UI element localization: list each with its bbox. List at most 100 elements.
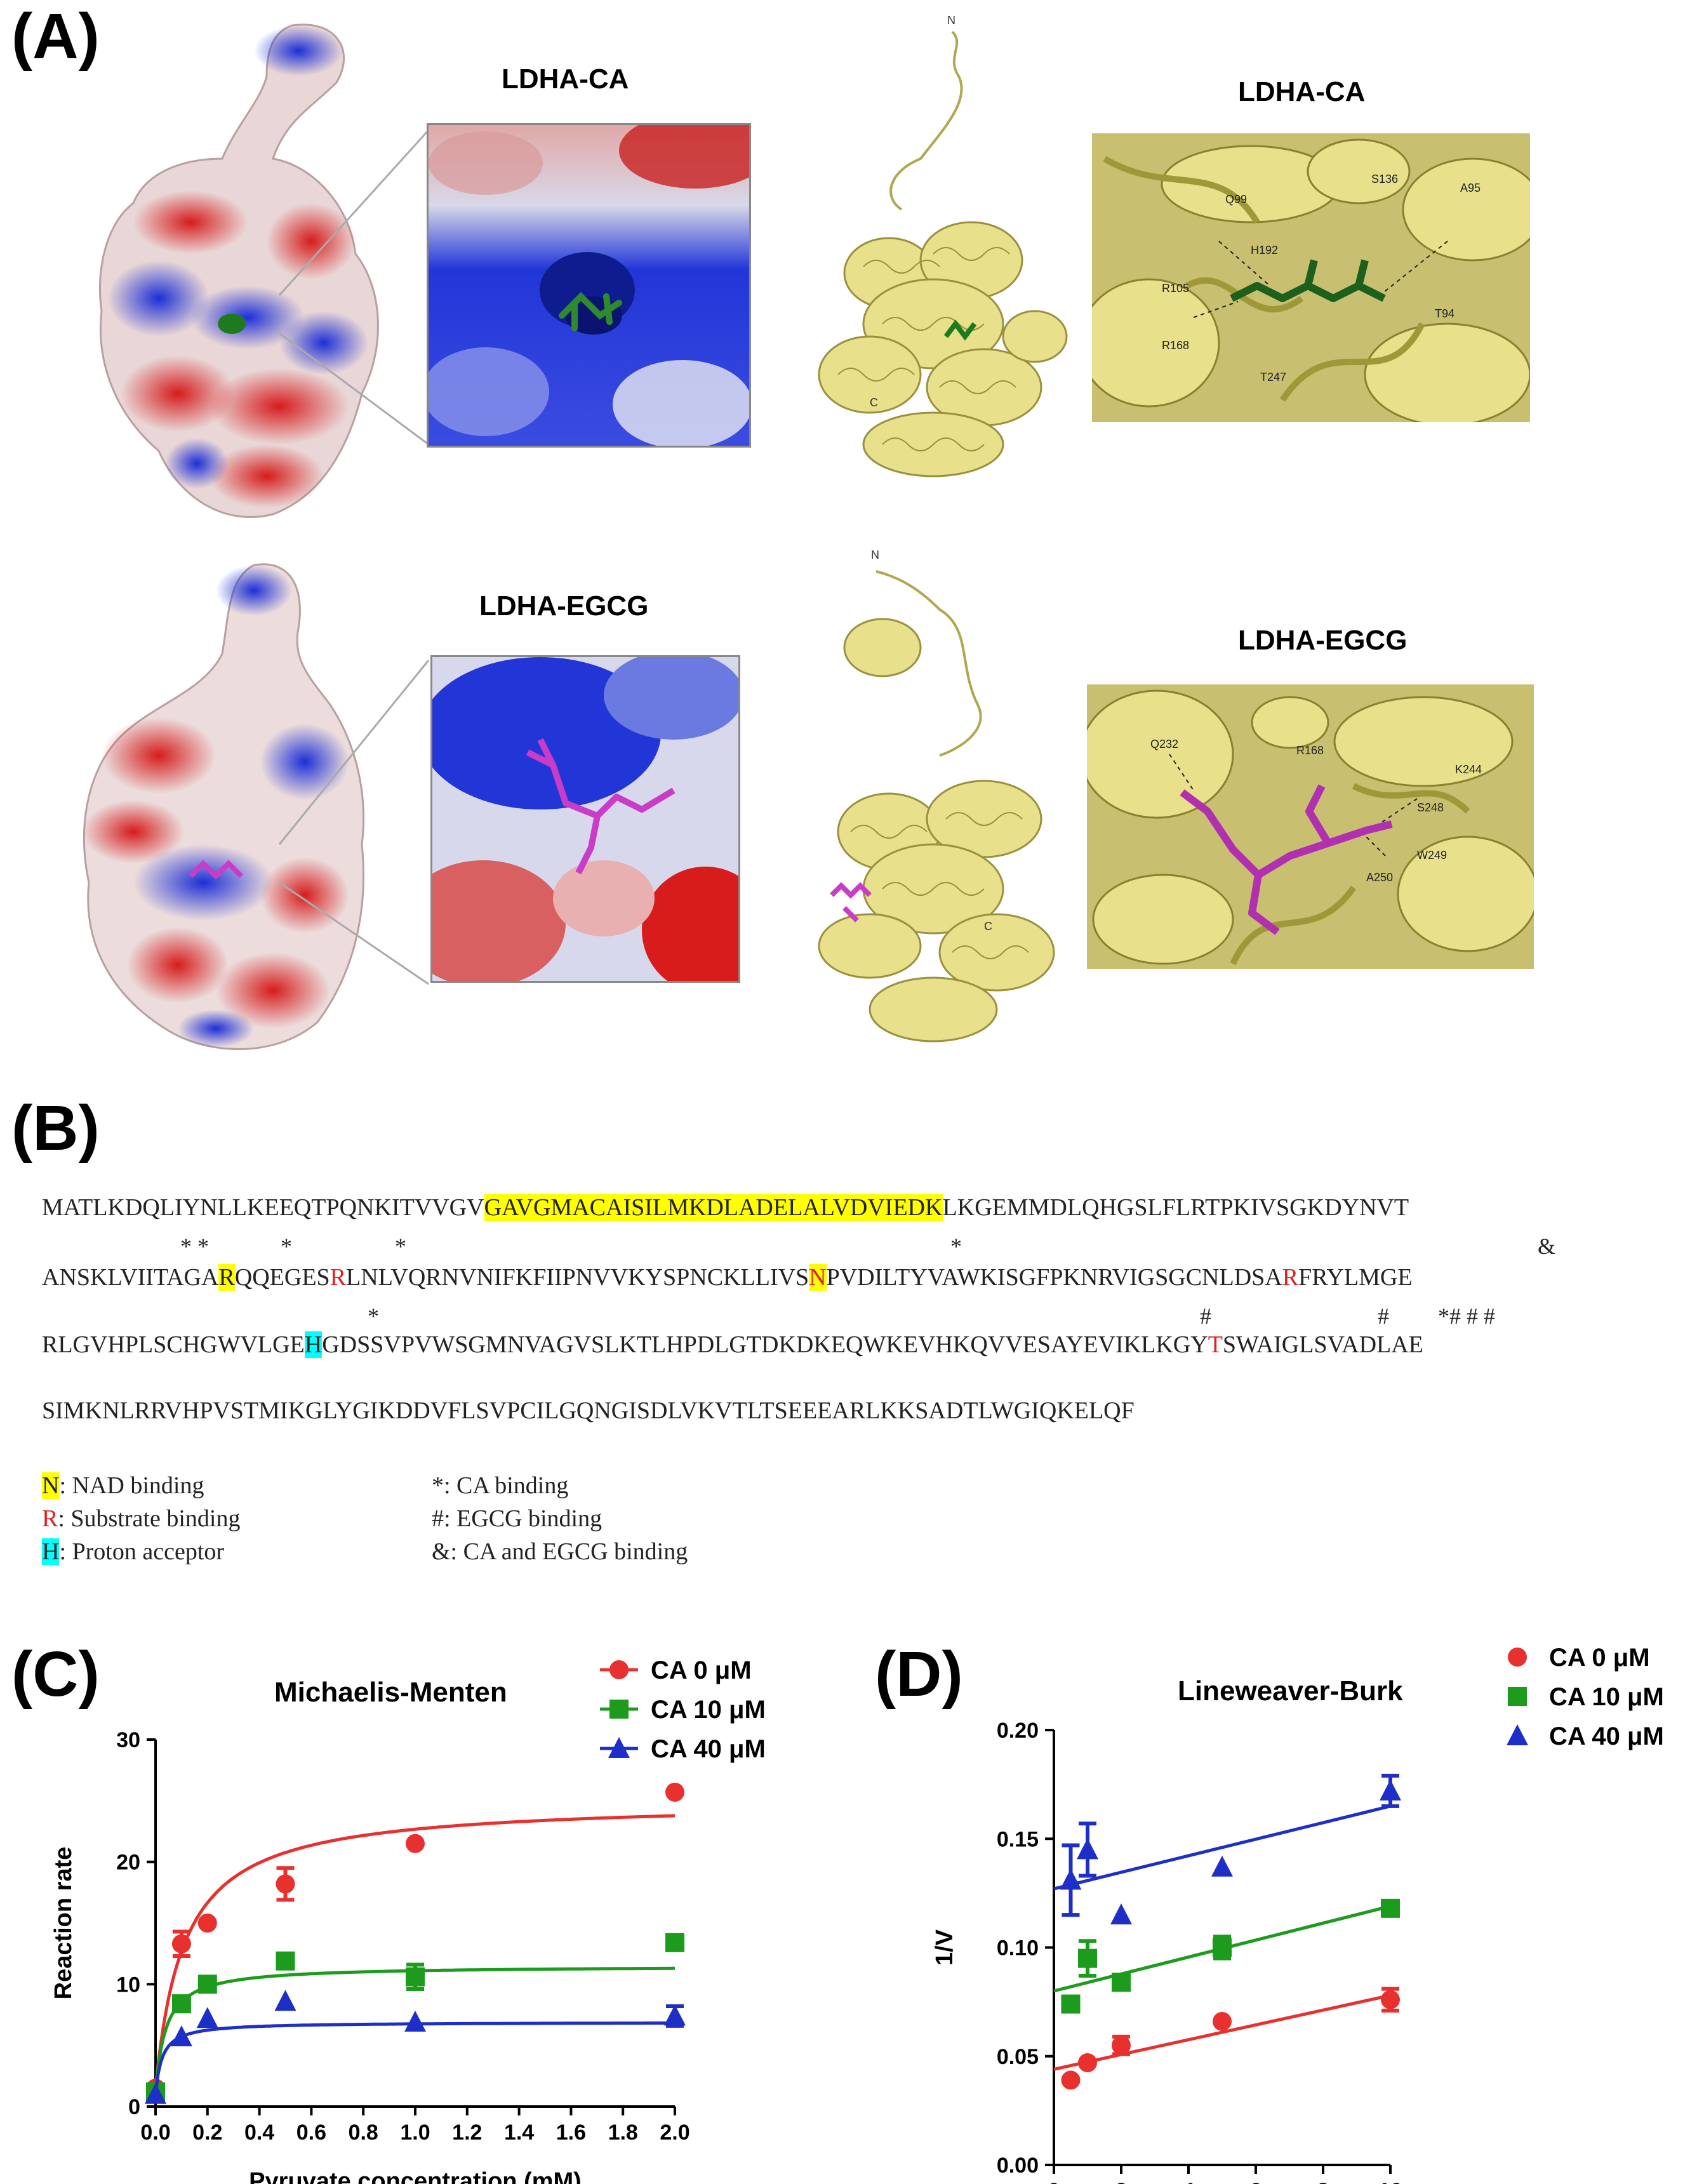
- chart-title: Michaelis-Menten: [274, 1677, 507, 1708]
- c-terminus-label: C: [870, 396, 878, 409]
- data-point: [404, 2011, 426, 2032]
- seq-line2-p3: LNLVQRNVNIFKFIIPNVVKYSPNCKLLIVS: [346, 1264, 809, 1291]
- legend-label: CA 40 μM: [1549, 1722, 1664, 1750]
- x-tick-label: 1.2: [452, 2121, 482, 2145]
- data-point: [1060, 1868, 1082, 1890]
- legend-egcg: #: EGCG binding: [432, 1505, 602, 1532]
- x-tick-label: 1.0: [400, 2121, 430, 2145]
- residue-a250: A250: [1366, 871, 1393, 884]
- data-point: [276, 1951, 295, 1971]
- ldha-egcg-ribbon-image: N C: [794, 540, 1086, 1060]
- sequence-line-1: MATLKDQLIYNLLKEEQTPQNKITVVGVGAVGMACAISIL…: [42, 1194, 1409, 1222]
- seq-line1-b: LKGEMMDLQHGSLFLRTPKIVSGKDYNVT: [942, 1194, 1409, 1221]
- ca-binding-mark: *: [950, 1234, 962, 1259]
- y-tick-label: 0.05: [997, 2045, 1039, 2069]
- x-tick-label: 0.8: [349, 2121, 378, 2145]
- ldha-ca-ribbon-image: N C: [794, 6, 1086, 514]
- residue-s136: S136: [1371, 173, 1398, 185]
- legend-label: CA 10 μM: [1549, 1683, 1664, 1711]
- x-tick-label: 0.6: [296, 2121, 326, 2145]
- substrate-binding-residue: R: [1282, 1264, 1299, 1291]
- x-axis-label: Pyruvate concentration (mM): [249, 2168, 582, 2184]
- x-tick-label: 1.6: [556, 2121, 586, 2145]
- data-point: [197, 1974, 217, 1994]
- residue-k244: K244: [1455, 763, 1482, 776]
- data-point: [196, 2007, 218, 2028]
- ldha-egcg-surface-image: [63, 552, 394, 1060]
- ldha-ca-surface-image: [83, 13, 413, 527]
- panel-c-letter: (C): [11, 1639, 100, 1710]
- n-terminus-label: N: [947, 14, 955, 27]
- ldha-ca-title: LDHA-CA: [502, 63, 629, 95]
- seq-line3-p3: SWAIGLSVADLAE: [1222, 1331, 1423, 1358]
- legend-both: &: CA and EGCG binding: [432, 1538, 688, 1565]
- seq-line3-p2: GDSSVPVWSGMNVAGVSLKTLHPDLGTDKDKEQWKEVHKQ…: [322, 1331, 1208, 1358]
- y-tick-label: 0.00: [997, 2154, 1039, 2178]
- y-tick-label: 0.10: [997, 1936, 1039, 1961]
- data-point: [1110, 1903, 1132, 1925]
- legend-ca: *: CA binding: [432, 1472, 569, 1499]
- ldha-egcg-pocket-zoom: [430, 655, 740, 983]
- legend-marker: [609, 1700, 629, 1719]
- y-tick-label: 20: [116, 1851, 140, 1875]
- legend-marker: [1507, 1724, 1528, 1745]
- regression-line: [1053, 1804, 1391, 1891]
- residue-q99: Q99: [1225, 193, 1247, 206]
- data-point: [664, 2004, 686, 2026]
- fit-curve: [154, 2021, 675, 2095]
- series-2: [1053, 1773, 1401, 1925]
- sequence-line-3: RLGVHPLSCHGWVLGEHGDSSVPVWSGMNVAGVSLKTLHP…: [42, 1331, 1423, 1359]
- egcg-binding-mark: #: [1200, 1303, 1211, 1329]
- ldha-ca-interaction-zoom: Q99 S136 A95 R105 H192 T94 R168 T247: [1092, 133, 1530, 422]
- data-point: [1380, 1779, 1401, 1801]
- x-tick-label: 10: [1378, 2179, 1402, 2184]
- data-point: [1077, 1838, 1098, 1860]
- data-point: [1381, 1990, 1400, 2009]
- x-tick-label: 4: [1183, 2179, 1195, 2184]
- residue-h192: H192: [1251, 244, 1278, 256]
- data-point: [1112, 1973, 1131, 1992]
- data-point: [171, 1994, 191, 2014]
- data-point: [276, 1874, 295, 1894]
- data-point: [274, 1990, 296, 2011]
- x-tick-label: 1.4: [504, 2121, 534, 2145]
- data-point: [1078, 2053, 1097, 2073]
- y-tick-label: 0: [128, 2095, 140, 2119]
- seq-line2-p2: QQEGES: [234, 1264, 330, 1291]
- x-tick-label: 0: [1048, 2179, 1060, 2184]
- ca-binding-mark: *: [368, 1303, 379, 1329]
- data-point: [171, 1934, 191, 1954]
- data-point: [1061, 1994, 1081, 2014]
- ldha-egcg-title: LDHA-EGCG: [479, 590, 649, 622]
- x-tick-label: 6: [1250, 2179, 1262, 2184]
- ca-egcg-binding-mark: *# # #: [1438, 1303, 1495, 1329]
- x-tick-label: 2.0: [660, 2121, 689, 2145]
- residue-t94: T94: [1435, 307, 1454, 320]
- legend-nad-key: N: [42, 1472, 60, 1499]
- panel-a-letter: (A): [11, 1, 100, 72]
- nad-binding-region: GAVGMACAISILMKDLADELALVDVIEDK: [484, 1194, 943, 1221]
- data-point: [197, 1914, 217, 1933]
- data-point: [1211, 1855, 1233, 1877]
- lineweaver-burk-chart: 0.000.050.100.150.2002468101/Pyr1/VLinew…: [931, 1644, 1664, 2184]
- residue-r168: R168: [1162, 339, 1189, 352]
- x-tick-label: 2: [1115, 2179, 1128, 2184]
- ldha-ca-ribbon-title: LDHA-CA: [1238, 76, 1366, 107]
- michaelis-menten-chart: 0 10 20 30 0.0 0.2 0.4 0.6 0.8 1.0 1.2 1.4 1.6 1.8 2.0…: [50, 1656, 766, 2184]
- residue-a95: A95: [1460, 182, 1481, 194]
- nad-binding-residue: R: [218, 1264, 235, 1291]
- legend-marker: [1508, 1648, 1527, 1667]
- ldha-egcg-ribbon-title: LDHA-EGCG: [1238, 625, 1408, 656]
- data-point: [145, 2082, 166, 2104]
- data-point: [1061, 2070, 1081, 2090]
- proton-acceptor-residue: H: [304, 1331, 323, 1358]
- x-tick-label: 8: [1317, 2179, 1329, 2184]
- data-point: [665, 1933, 684, 1952]
- c-terminus-label-egcg: C: [984, 920, 992, 933]
- y-axis-label: 1/V: [931, 1929, 958, 1966]
- data-point: [1112, 2035, 1131, 2055]
- data-point: [170, 2025, 192, 2047]
- seq-line2-p5: FRYLMGE: [1298, 1264, 1413, 1291]
- x-tick-label: 0.4: [244, 2121, 274, 2145]
- sequence-line-4: SIMKNLRRVHPVSTMIKGLYGIKDDVFLSVPCILGQNGIS…: [42, 1397, 1135, 1424]
